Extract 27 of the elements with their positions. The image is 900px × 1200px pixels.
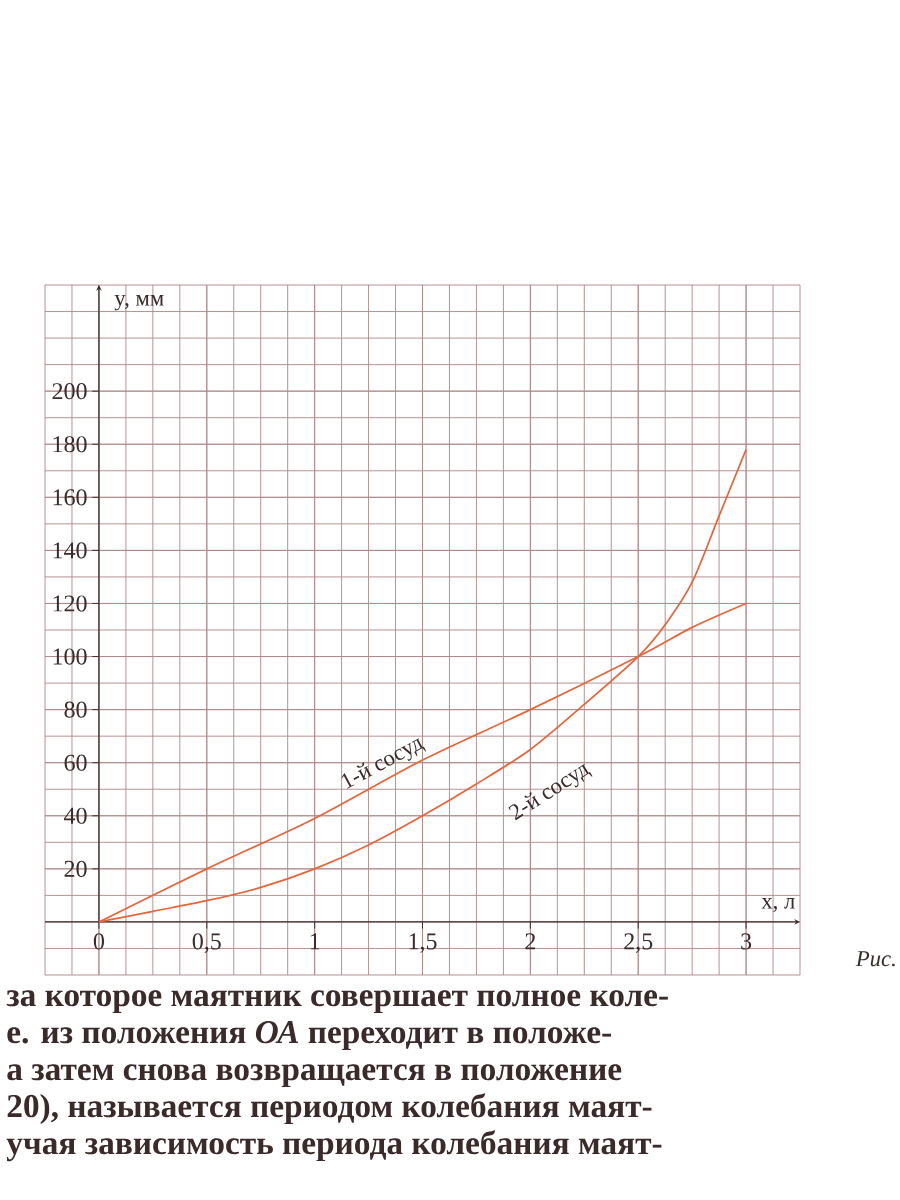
y-tick-label: 40 bbox=[64, 807, 87, 824]
y-tick-label: 180 bbox=[53, 436, 87, 453]
text: е. из положения ОА переходит в положе- bbox=[7, 1020, 611, 1051]
x-tick-label: 0 bbox=[93, 933, 105, 950]
y-axis-title: y, мм bbox=[114, 295, 164, 311]
text: 2-й сосуд bbox=[508, 763, 593, 821]
x-tick-label: 1,5 bbox=[409, 933, 437, 953]
text: учая зависимость периода колебания маят- bbox=[6, 1130, 662, 1162]
text: 1-й сосуд bbox=[341, 738, 427, 789]
y-tick-label: 160 bbox=[53, 489, 87, 506]
y-tick-label: 60 bbox=[64, 754, 87, 771]
text: 20), называется периодом колебания маят- bbox=[7, 1093, 652, 1125]
text: Рис. bbox=[855, 951, 895, 967]
x-tick-label: 2 bbox=[525, 933, 536, 950]
text: за которое маятник совершает полное коле- bbox=[6, 990, 668, 1014]
y-tick-label: 80 bbox=[64, 701, 87, 718]
text: а затем снова возвращается в положение bbox=[7, 1064, 622, 1088]
x-tick-label: 0,5 bbox=[192, 933, 221, 953]
x-tick-label: 1 bbox=[310, 933, 320, 950]
y-tick-label: 140 bbox=[53, 542, 87, 559]
x-tick-label: 2,5 bbox=[624, 933, 653, 953]
y-tick-label: 100 bbox=[53, 648, 87, 665]
y-tick-label: 120 bbox=[53, 595, 87, 612]
y-tick-label: 20 bbox=[64, 860, 87, 877]
x-tick-label: 3 bbox=[741, 933, 752, 950]
x-axis-title: x, л bbox=[761, 897, 795, 912]
y-tick-label: 200 bbox=[52, 383, 87, 400]
